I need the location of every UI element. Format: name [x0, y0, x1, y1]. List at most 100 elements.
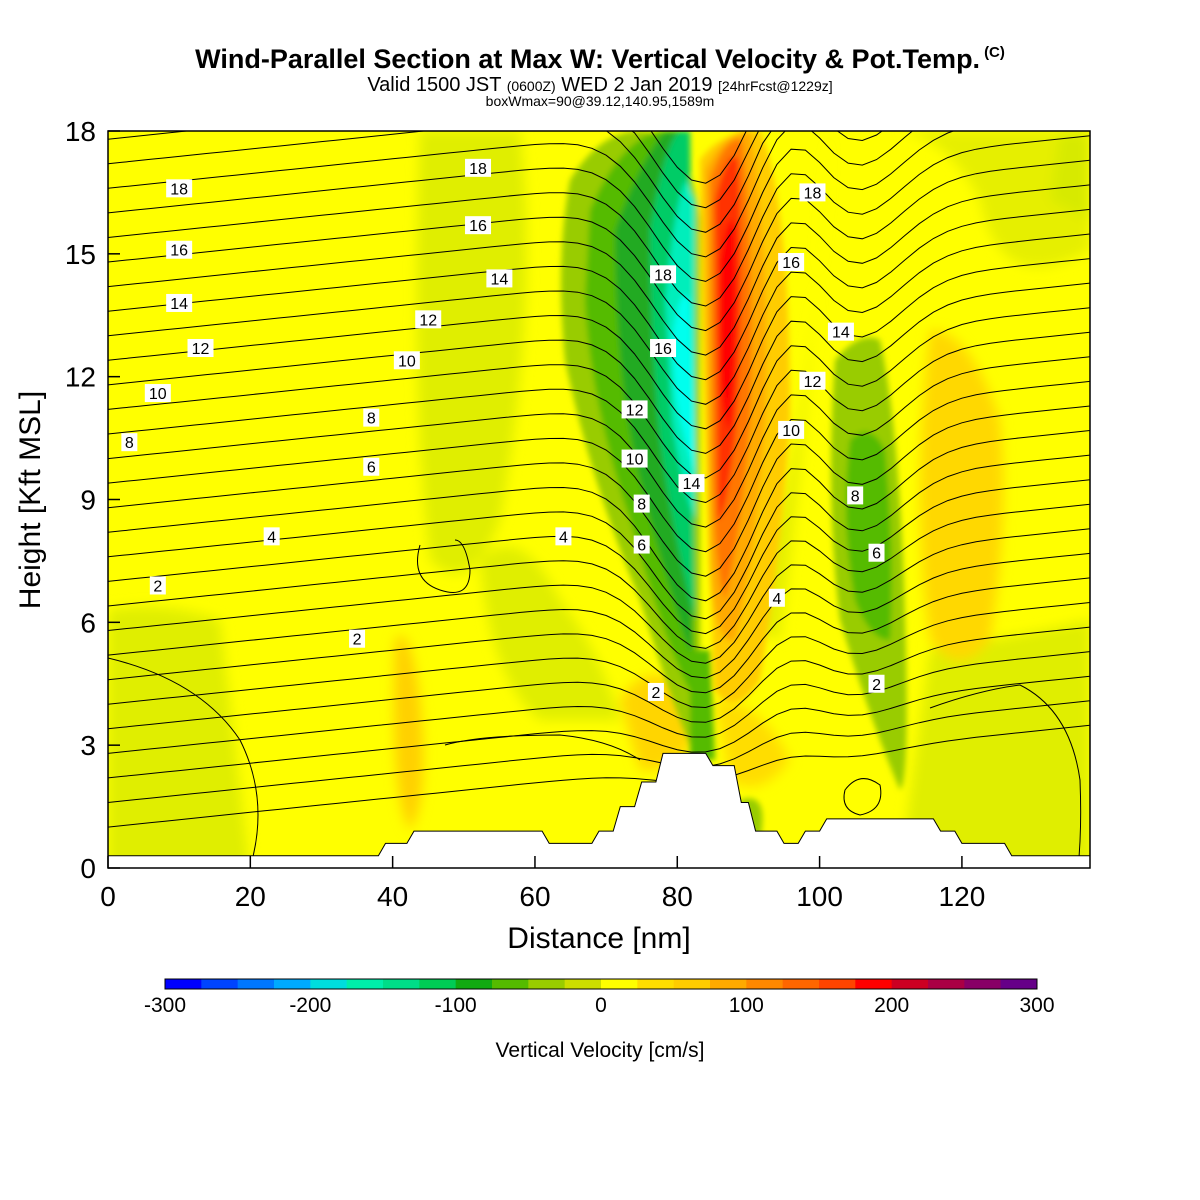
contour-label-box	[778, 420, 805, 439]
contour-label-box	[363, 457, 380, 476]
colorbar-swatch	[637, 979, 675, 989]
contour-label: 2	[651, 685, 660, 702]
colorbar-swatch	[310, 979, 348, 989]
theta-contour-line	[929, 684, 1082, 868]
contour-label-box	[621, 400, 648, 419]
colorbar-swatch	[346, 979, 384, 989]
colorbar-swatch	[564, 979, 602, 989]
theta-contours	[108, 131, 1090, 868]
theta-contour-labels: 18 16 14 12 10 8 2 4 2 6 8 10 12 14 16 18 4 2 6 8 10 12 16 18 14…	[121, 158, 885, 702]
theta-contour-line	[108, 724, 1090, 828]
colorbar-tick-label: -100	[435, 994, 477, 1017]
contour-label: 10	[626, 452, 644, 469]
contour-label: 2	[353, 632, 362, 649]
colorbar-tick-label: -200	[289, 994, 331, 1017]
theta-contour-line	[108, 626, 1090, 730]
contour-label: 8	[125, 435, 134, 452]
contour-label: 14	[490, 271, 508, 288]
theta-contour-line	[108, 258, 1090, 430]
contour-label: 6	[367, 460, 376, 477]
terrain-outline	[108, 752, 1090, 857]
contour-label-box	[555, 527, 572, 546]
valid-date: WED 2 Jan 2019	[561, 74, 713, 96]
contour-label-box	[486, 269, 513, 288]
colorbar-swatch	[274, 979, 311, 989]
theta-contour-line	[108, 331, 1090, 504]
contour-label-box	[187, 339, 214, 358]
theta-contour-line	[108, 657, 259, 868]
contour-label-box	[121, 433, 138, 452]
theta-contour-line	[108, 131, 883, 233]
contour-label: 16	[469, 218, 487, 235]
contour-label: 14	[683, 476, 701, 493]
y-axis-label: Height [Kft MSL]	[14, 391, 47, 609]
contour-label: 2	[153, 578, 162, 595]
x-tick-label: 80	[662, 881, 693, 912]
contour-label-box	[349, 629, 366, 648]
colorbar-swatch	[782, 979, 820, 989]
theta-contour-line	[417, 539, 471, 593]
contour-label-box	[650, 339, 677, 358]
x-tick-label: 120	[939, 881, 986, 912]
x-tick-label: 100	[796, 881, 843, 912]
contour-label: 4	[267, 529, 276, 546]
contour-label: 16	[782, 255, 800, 272]
colorbar-swatch	[855, 979, 893, 989]
contour-label: 10	[149, 386, 167, 403]
theta-contour-line	[108, 208, 1090, 381]
contour-label: 18	[469, 161, 487, 178]
contour-label: 14	[832, 325, 850, 342]
theta-contour-line	[108, 700, 1090, 803]
colorbar-swatch	[710, 979, 747, 989]
contour-label: 6	[872, 546, 881, 563]
contour-label-box	[621, 449, 648, 468]
contour-label-box	[633, 535, 650, 554]
colorbar-swatch	[928, 979, 965, 989]
chart-title-text: Wind-Parallel Section at Max W: Vertical…	[195, 44, 981, 74]
colorbar-swatch	[891, 979, 929, 989]
colorbar-swatch	[492, 979, 529, 989]
theta-contour-line	[108, 282, 1090, 454]
theta-contour-line	[108, 479, 1090, 635]
y-tick-label: 18	[65, 116, 96, 147]
theta-contour-line	[108, 356, 1090, 528]
colorbar-swatch	[455, 979, 493, 989]
contour-label: 10	[398, 353, 416, 370]
theta-contour-line	[108, 184, 1090, 356]
y-tick-label: 3	[80, 730, 96, 761]
colorbar-tick-label: -300	[144, 994, 186, 1017]
contour-label: 4	[559, 529, 568, 546]
theta-contour-line	[108, 675, 1090, 779]
x-tick-label: 60	[519, 881, 550, 912]
contour-label-box	[799, 371, 826, 390]
colorbar-swatch	[165, 979, 202, 989]
colorbar-swatch	[419, 979, 457, 989]
contour-label-box	[393, 351, 420, 370]
contour-label-box	[678, 474, 705, 493]
contour-label: 12	[419, 312, 437, 329]
theta-contour-line	[108, 503, 1090, 649]
contour-label: 12	[192, 341, 210, 358]
colorbar-tick-label: 300	[1019, 994, 1054, 1017]
y-tick-label: 12	[65, 362, 96, 393]
forecast-info: [24hrFcst@1229z]	[718, 78, 833, 94]
contour-label: 18	[654, 267, 672, 284]
contour-label-box	[263, 527, 280, 546]
colorbar-swatch	[201, 979, 239, 989]
theta-contour-line	[108, 233, 1090, 405]
contour-label-box	[868, 674, 885, 693]
x-axis-label: Distance [nm]	[507, 922, 690, 955]
colorbar-swatch	[1000, 979, 1038, 989]
colorbar-swatch	[601, 979, 638, 989]
contour-label-box	[768, 588, 785, 607]
colorbar: -300 -200 -100 0 100 200 300	[144, 978, 1055, 1017]
colorbar-swatch	[528, 979, 566, 989]
valid-time: Valid 1500 JST	[367, 74, 502, 96]
colorbar-swatch	[673, 979, 711, 989]
contour-label-box	[415, 310, 442, 329]
contour-label-box	[847, 486, 864, 505]
contour-label: 8	[851, 488, 860, 505]
copyright-mark: (C)	[984, 44, 1005, 61]
contour-label: 8	[367, 411, 376, 428]
